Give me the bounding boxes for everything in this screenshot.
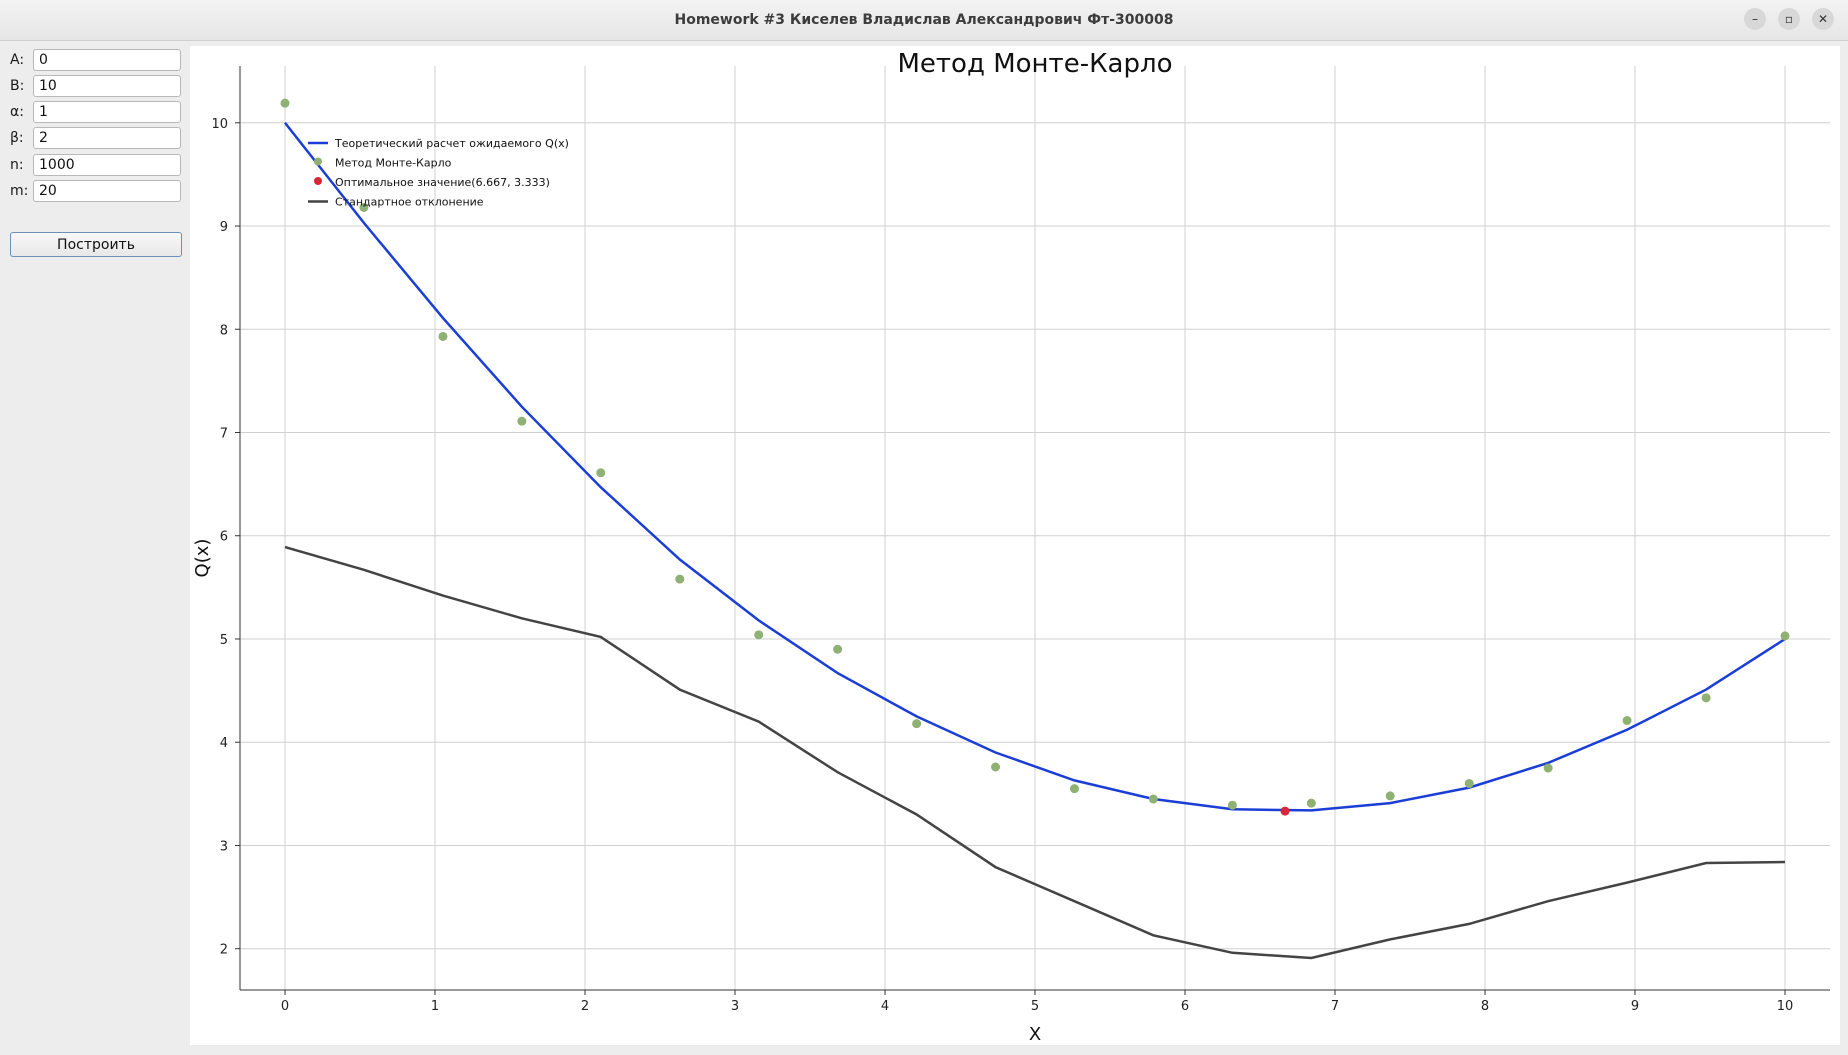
monte-carlo-point [1069, 784, 1079, 794]
monte-carlo-point [991, 762, 1001, 772]
legend: Теоретический расчет ожидаемого Q(x) Мето… [308, 137, 569, 209]
monte-carlo-point [1543, 763, 1553, 773]
monte-carlo-point [1227, 800, 1237, 810]
stddev-line [284, 545, 1786, 960]
monte-carlo-point [359, 202, 369, 212]
title-bar: Homework #3 Киселев Владислав Александро… [0, 0, 1848, 41]
parameters-panel: A: 0 B: 10 α: 1 β: 2 n: 1000 m: 20 Постр… [0, 40, 190, 1055]
optimum-point [1280, 806, 1290, 816]
field-row-alpha: α: 1 [10, 100, 184, 124]
field-label-b: B: [10, 78, 25, 94]
monte-carlo-point [754, 630, 764, 640]
x-tick-label: 7 [1331, 999, 1339, 1014]
y-tick-label: 4 [220, 736, 228, 751]
x-axis-label: X [1029, 1024, 1041, 1045]
monte-carlo-point [1148, 794, 1158, 804]
y-tick-label: 2 [220, 943, 228, 958]
monte-carlo-point [438, 331, 448, 341]
minimize-icon[interactable]: – [1744, 8, 1766, 30]
n-input[interactable]: 1000 [33, 154, 181, 176]
legend-label: Теоретический расчет ожидаемого Q(x) [334, 137, 569, 150]
y-tick-label: 9 [220, 220, 228, 235]
monte-carlo-point [280, 98, 290, 108]
monte-carlo-point [675, 574, 685, 584]
field-label-alpha: α: [10, 104, 24, 120]
y-tick-label: 3 [220, 839, 228, 854]
y-axis-label: Q(x) [192, 539, 213, 578]
legend-label: Оптимальное значение(6.667, 3.333) [335, 176, 550, 189]
field-row-beta: β: 2 [10, 126, 184, 150]
monte-carlo-point [1464, 779, 1474, 789]
legend-label: Стандартное отклонение [335, 196, 484, 209]
close-icon[interactable]: ✕ [1812, 8, 1834, 30]
grid [240, 66, 1830, 990]
field-row-b: B: 10 [10, 74, 184, 98]
monte-carlo-point [1385, 791, 1395, 801]
field-row-m: m: 20 [10, 179, 184, 203]
axes: 0 1 2 3 4 5 6 7 8 9 10 2 3 4 5 6 7 8 9 10 [211, 66, 1830, 1014]
monte-carlo-chart: 0 1 2 3 4 5 6 7 8 9 10 2 3 4 5 6 7 8 9 10 Теоретический рас… [192, 49, 1830, 1045]
x-tick-label: 8 [1481, 999, 1489, 1014]
a-input[interactable]: 0 [33, 49, 181, 71]
monte-carlo-point [912, 719, 922, 729]
maximize-icon[interactable]: ▫ [1778, 8, 1800, 30]
field-label-beta: β: [10, 130, 24, 146]
x-tick-label: 1 [431, 999, 439, 1014]
x-tick-label: 2 [581, 999, 589, 1014]
y-tick-label: 8 [220, 323, 228, 338]
field-row-n: n: 1000 [10, 153, 184, 177]
monte-carlo-point [1622, 716, 1632, 726]
build-button[interactable]: Построить [10, 232, 182, 257]
theory-line [284, 122, 1786, 812]
legend-label: Метод Монте-Карло [335, 157, 452, 170]
x-tick-label: 5 [1031, 999, 1039, 1014]
field-row-a: A: 0 [10, 48, 184, 72]
window-title: Homework #3 Киселев Владислав Александро… [674, 12, 1174, 28]
y-tick-label: 7 [220, 427, 228, 442]
monte-carlo-point [1701, 693, 1711, 703]
x-tick-label: 9 [1631, 999, 1639, 1014]
series [280, 98, 1790, 960]
beta-input[interactable]: 2 [33, 127, 181, 149]
y-tick-label: 5 [220, 633, 228, 648]
monte-carlo-point [517, 416, 527, 426]
monte-carlo-point [1306, 798, 1316, 808]
x-tick-label: 0 [281, 999, 289, 1014]
field-label-a: A: [10, 52, 25, 68]
x-tick-label: 3 [731, 999, 739, 1014]
monte-carlo-point [596, 468, 606, 478]
b-input[interactable]: 10 [33, 75, 181, 97]
alpha-input[interactable]: 1 [33, 101, 181, 123]
field-label-m: m: [10, 183, 29, 199]
chart-title: Метод Монте-Карло [897, 49, 1172, 79]
y-tick-label: 10 [211, 117, 228, 132]
y-tick-label: 6 [220, 530, 228, 545]
x-tick-label: 10 [1777, 999, 1794, 1014]
monte-carlo-point [1780, 631, 1790, 641]
plot-area: 0 1 2 3 4 5 6 7 8 9 10 2 3 4 5 6 7 8 9 10 Теоретический рас… [190, 46, 1840, 1045]
monte-carlo-point [833, 644, 843, 654]
legend-swatch-dot [314, 177, 322, 185]
m-input[interactable]: 20 [33, 180, 181, 202]
legend-swatch-dot [314, 157, 322, 166]
x-tick-label: 6 [1181, 999, 1189, 1014]
x-tick-label: 4 [881, 999, 889, 1014]
field-label-n: n: [10, 157, 24, 173]
